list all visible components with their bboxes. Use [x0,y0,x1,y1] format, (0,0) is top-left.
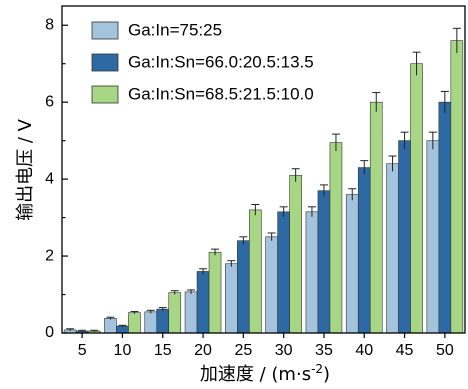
legend-swatch-3 [91,85,119,104]
x-axis-label-main: 加速度 / (m·s [200,364,311,385]
legend-swatch-2 [91,53,119,72]
x-axis-label-close: ) [323,364,330,385]
y-tick-label-6: 6 [45,93,54,110]
x-axis-label: 加速度 / (m·s-2) [200,362,330,385]
bar-s3-25 [249,209,262,334]
bar-s3-30 [289,174,302,334]
bar-s2-15 [156,308,170,334]
legend-swatch-1 [91,21,119,40]
bars-layer [63,40,464,334]
bar-s1-50 [426,140,440,334]
bar-s1-40 [345,194,359,334]
y-tick-label-2: 2 [45,247,54,264]
bar-s1-15 [144,311,158,334]
x-tick-label-30: 30 [275,342,293,359]
x-tick-label-20: 20 [194,342,212,359]
x-tick-label-45: 45 [396,342,414,359]
x-tick-label-10: 10 [114,342,132,359]
legend-label-1: Ga:In=75:25 [128,20,222,39]
bar-s2-45 [398,140,411,334]
y-tick-label-8: 8 [45,16,54,33]
bar-s1-30 [265,236,278,334]
x-axis-label-superscript: -2 [311,362,323,376]
bar-s3-45 [410,63,423,334]
y-axis: 0 2 4 6 8 [45,16,68,341]
bar-s2-20 [196,271,210,334]
bar-s1-10 [104,318,117,334]
bar-s2-35 [317,190,331,334]
x-tick-label-50: 50 [436,342,454,359]
y-tick-label-0: 0 [45,324,54,341]
bar-s1-20 [184,291,198,334]
legend-label-2: Ga:In:Sn=66.0:20.5:13.5 [128,52,314,71]
bar-s3-20 [208,251,222,334]
x-tick-label-15: 15 [154,342,172,359]
bar-s2-10 [116,325,129,334]
legend-label-3: Ga:In:Sn=68.5:21.5:10.0 [128,84,314,103]
bar-s1-45 [386,163,399,334]
bar-s2-25 [237,240,250,334]
bar-s1-25 [225,263,238,334]
bar-s3-40 [369,101,383,334]
x-tick-label-40: 40 [355,342,373,359]
legend: Ga:In=75:25 Ga:In:Sn=66.0:20.5:13.5 Ga:In:… [91,20,314,104]
y-axis-label: 输出电压 / V [15,118,36,221]
bar-s1-35 [305,211,319,334]
bar-s3-15 [168,292,182,334]
plot-frame [61,5,466,334]
x-tick-label-5: 5 [78,342,87,359]
bar-s3-35 [329,142,343,334]
x-tick-label-35: 35 [315,342,333,359]
bar-s3-50 [450,40,464,334]
y-tick-label-4: 4 [45,170,54,187]
bar-s3-10 [128,312,141,334]
x-axis: 5 10 15 20 25 30 35 40 45 50 [78,333,454,359]
bar-s2-50 [438,101,452,334]
x-tick-label-25: 25 [234,342,252,359]
bar-s2-30 [277,211,290,334]
bar-s2-40 [357,167,371,334]
error-bars-layer [66,27,461,332]
